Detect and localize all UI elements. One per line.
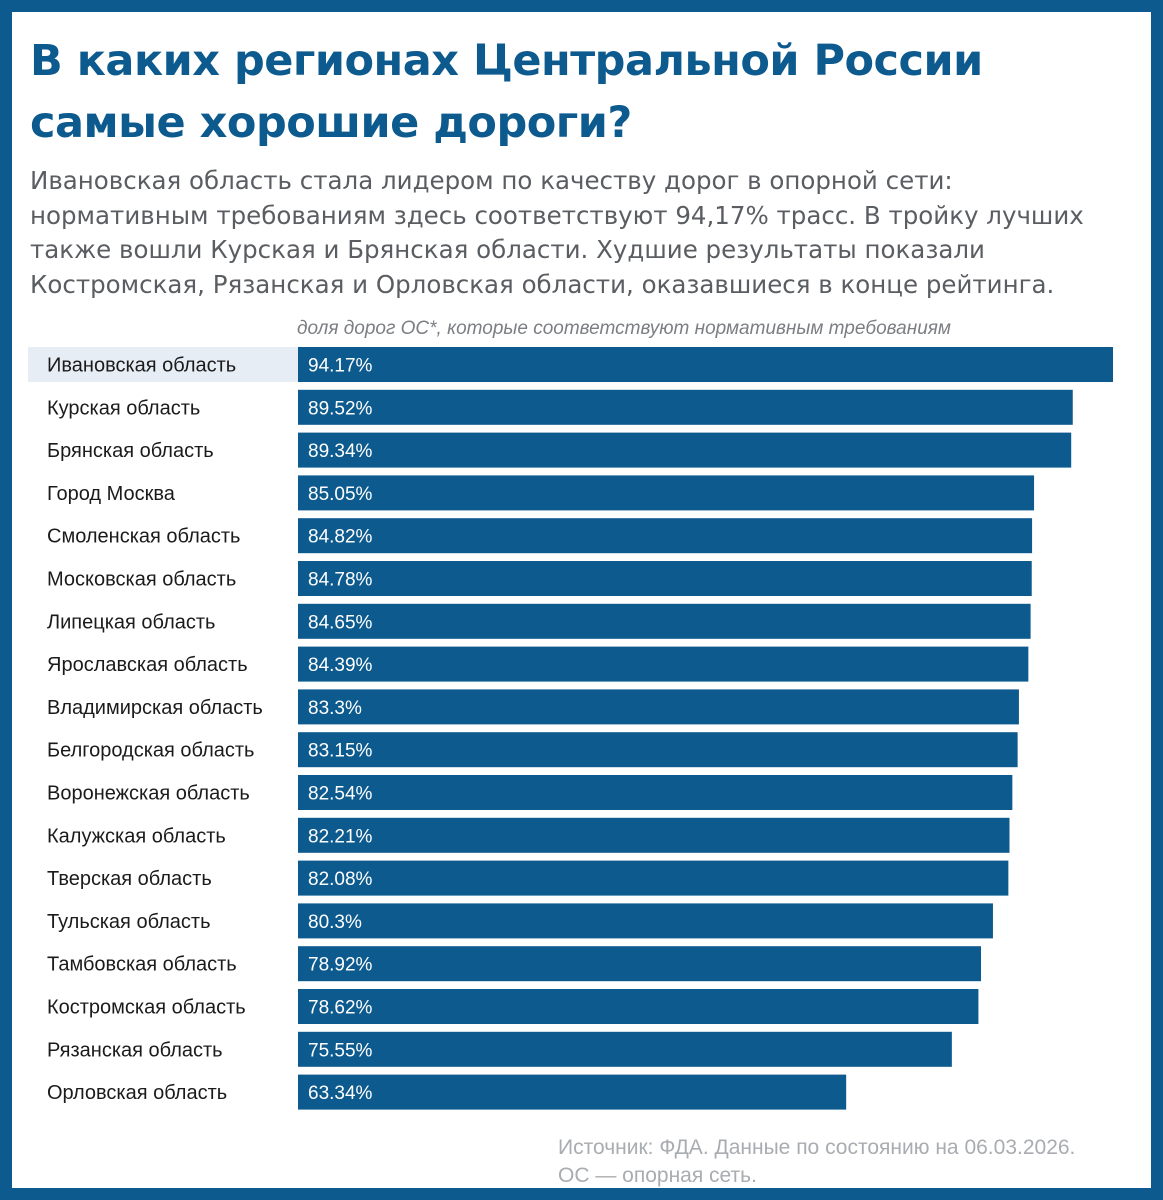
value-label: 83.3%: [308, 698, 362, 719]
value-label: 83.15%: [308, 741, 373, 762]
value-label: 82.54%: [308, 784, 373, 805]
category-label: Орловская область: [47, 1082, 227, 1104]
category-label: Калужская область: [47, 825, 226, 847]
category-label: Смоленская область: [47, 526, 240, 548]
category-label: Тульская область: [47, 911, 211, 933]
bar: [298, 946, 982, 982]
value-label: 84.82%: [308, 527, 373, 548]
bar: [298, 389, 1073, 425]
bar: [298, 903, 993, 939]
category-label: Город Москва: [47, 483, 176, 505]
value-label: 82.21%: [308, 826, 373, 847]
value-label: 78.92%: [308, 955, 373, 976]
bar: [298, 860, 1009, 896]
bar: [298, 603, 1031, 639]
bar: [298, 689, 1019, 725]
category-label: Липецкая область: [47, 611, 215, 633]
value-label: 84.78%: [308, 570, 373, 591]
source-line: Источник: ФДА. Данные по состоянию на 06…: [558, 1136, 1076, 1159]
value-label: 80.3%: [308, 912, 362, 933]
bar-chart: Ивановская область 94.17% Курская область 8…: [28, 347, 1113, 1110]
bar: [298, 432, 1072, 468]
source-note: Источник: ФДА. Данные по состоянию на 06…: [558, 1134, 1075, 1190]
highlight-band: [28, 347, 298, 382]
chart-title: В каких регионах Центральной России самы…: [30, 36, 983, 148]
bar: [298, 989, 979, 1024]
bar: [298, 775, 1013, 810]
chart-subtitle: Ивановская область стала лидером по каче…: [30, 166, 1084, 299]
value-label: 63.34%: [308, 1083, 373, 1104]
category-label: Воронежская область: [47, 783, 250, 805]
bar: [298, 347, 1113, 382]
bar: [298, 732, 1018, 768]
category-label: Ивановская область: [47, 355, 236, 377]
value-label: 94.17%: [308, 356, 373, 377]
bar: [298, 646, 1029, 682]
category-label: Московская область: [47, 569, 236, 591]
category-label: Ярославская область: [47, 654, 248, 676]
value-label: 75.55%: [308, 1040, 373, 1061]
value-label: 89.34%: [308, 441, 373, 462]
bar: [298, 1074, 847, 1110]
value-label: 84.39%: [308, 655, 373, 676]
value-label: 78.62%: [308, 998, 373, 1019]
category-label: Белгородская область: [47, 740, 254, 762]
abbreviation-note: ОС — опорная сеть.: [558, 1164, 757, 1187]
category-label: Рязанская область: [47, 1039, 223, 1061]
bar: [298, 561, 1032, 596]
value-label: 84.65%: [308, 612, 373, 633]
category-label: Тверская область: [47, 868, 212, 890]
bar: [298, 518, 1033, 554]
value-label: 82.08%: [308, 869, 373, 890]
infographic-card: В каких регионах Центральной России самы…: [12, 12, 1151, 1188]
category-label: Тамбовская область: [47, 954, 237, 976]
bar: [298, 475, 1035, 511]
category-label: Курская область: [47, 397, 200, 419]
category-label: Костромская область: [47, 997, 246, 1019]
category-label: Владимирская область: [47, 697, 263, 719]
value-label: 85.05%: [308, 484, 373, 505]
bar: [298, 1031, 952, 1067]
value-axis-caption: доля дорог ОС*, которые соответствуют но…: [297, 318, 951, 339]
category-label: Брянская область: [47, 440, 214, 462]
value-label: 89.52%: [308, 398, 373, 419]
bar: [298, 817, 1010, 853]
